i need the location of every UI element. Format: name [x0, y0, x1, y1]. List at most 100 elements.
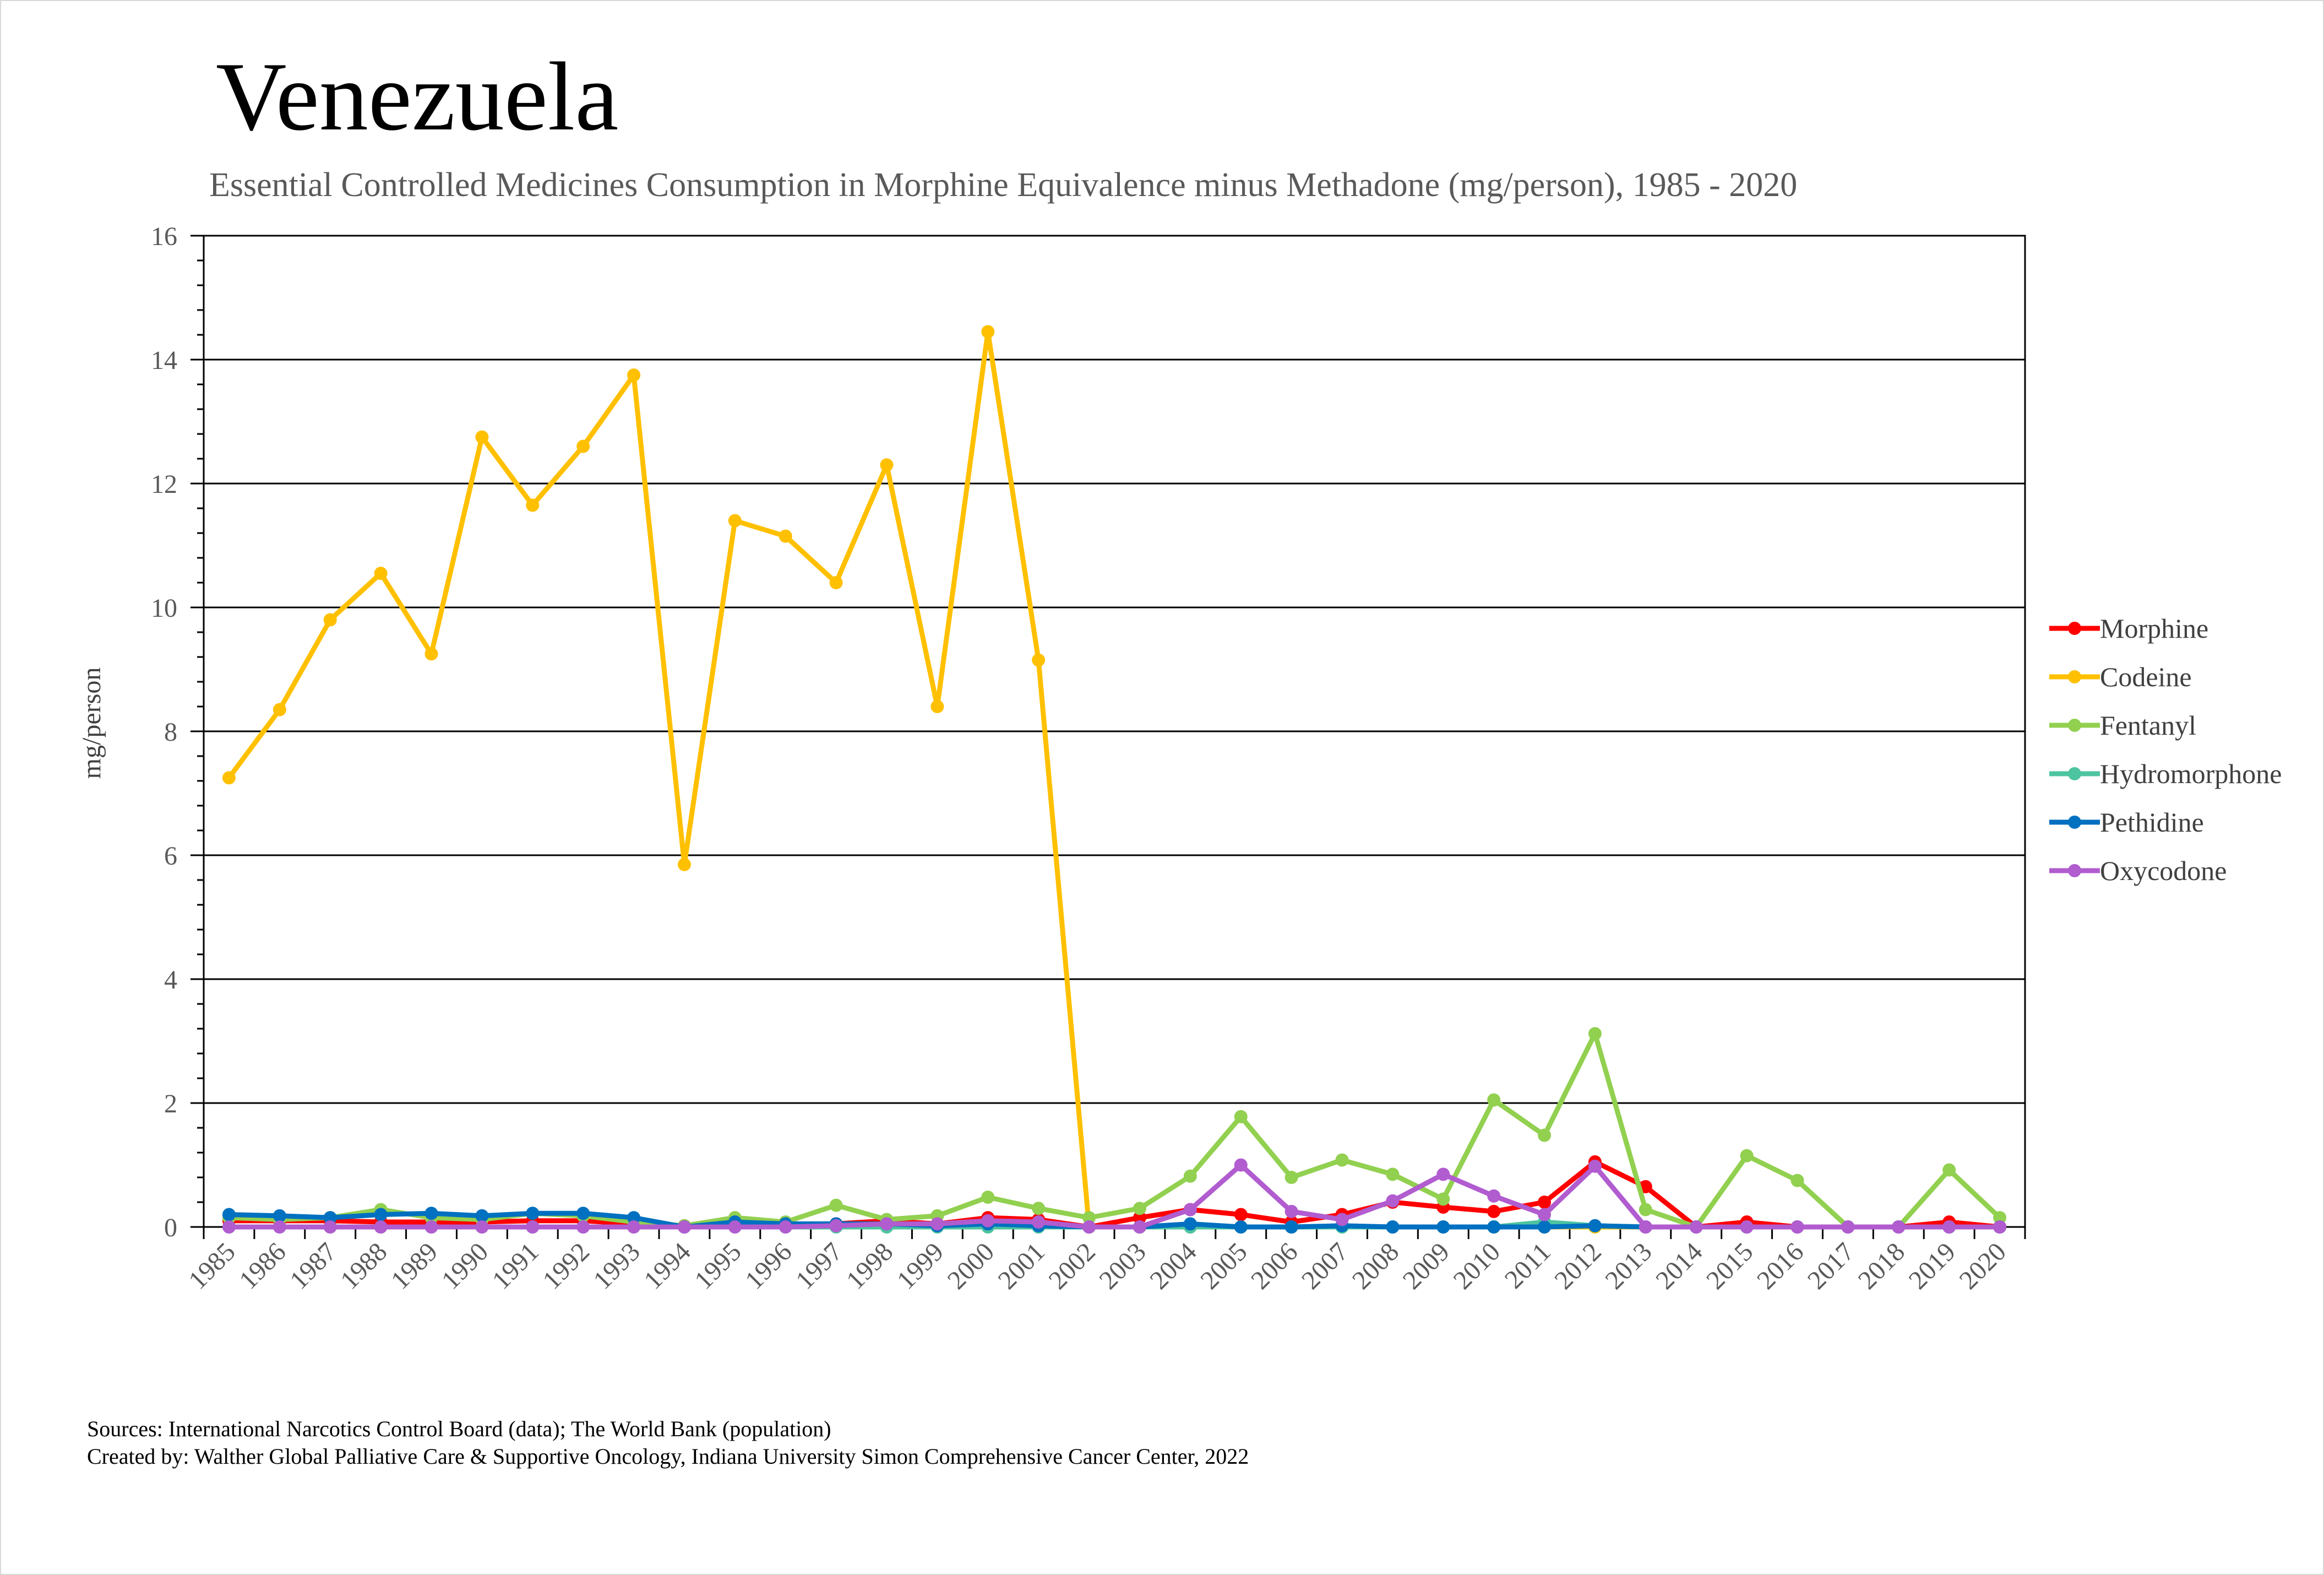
- pethidine-point: [424, 1207, 438, 1220]
- fentanyl-point: [1538, 1128, 1552, 1142]
- x-tick-label: 1992: [537, 1237, 595, 1295]
- x-tick-label: 2005: [1195, 1237, 1253, 1295]
- pethidine-point: [1538, 1220, 1552, 1234]
- x-tick-label: 2011: [1499, 1237, 1556, 1294]
- oxycodone-point: [829, 1219, 843, 1232]
- legend-label: Fentanyl: [2100, 710, 2196, 741]
- legend-marker: [2068, 864, 2081, 877]
- x-tick-label: 2018: [1853, 1237, 1911, 1295]
- oxycodone-point: [1032, 1215, 1046, 1229]
- fentanyl-point: [829, 1198, 843, 1212]
- chart-title: Venezuela: [216, 42, 618, 151]
- pethidine-point: [1183, 1217, 1197, 1231]
- x-tick-label: 1986: [233, 1237, 291, 1295]
- fentanyl-point: [1942, 1163, 1956, 1177]
- fentanyl-point: [1588, 1027, 1602, 1040]
- codeine-point: [1032, 653, 1046, 667]
- x-tick-label: 2013: [1599, 1237, 1657, 1295]
- codeine-point: [627, 368, 641, 382]
- created-by-note: Created by: Walther Global Palliative Ca…: [87, 1444, 1249, 1469]
- pethidine-point: [526, 1207, 540, 1220]
- morphine-point: [1234, 1208, 1248, 1221]
- codeine-point: [273, 703, 286, 716]
- legend-marker: [2068, 622, 2081, 635]
- x-tick-label: 1987: [284, 1237, 342, 1295]
- y-axis-label: mg/person: [77, 667, 106, 779]
- y-tick-label: 0: [164, 1213, 177, 1242]
- codeine-point: [576, 439, 590, 453]
- oxycodone-point: [1841, 1220, 1855, 1234]
- oxycodone-point: [1082, 1220, 1096, 1234]
- legend-label: Oxycodone: [2100, 855, 2227, 886]
- x-tick-label: 1994: [638, 1237, 696, 1295]
- pethidine-point: [576, 1207, 590, 1220]
- codeine-point: [323, 613, 337, 627]
- oxycodone-point: [1892, 1220, 1906, 1234]
- legend-item-codeine: Codeine: [2049, 661, 2192, 692]
- fentanyl-point: [1032, 1202, 1046, 1215]
- oxycodone-point: [1487, 1189, 1501, 1203]
- series-fentanyl: [222, 1027, 2007, 1234]
- oxycodone-point: [1234, 1158, 1248, 1172]
- codeine-line: [227, 329, 2000, 1230]
- oxycodone-point: [1538, 1208, 1552, 1221]
- oxycodone-point: [1386, 1194, 1400, 1208]
- x-tick-label: 2016: [1751, 1237, 1809, 1295]
- x-tick-label: 1985: [183, 1237, 241, 1295]
- fentanyl-point: [1285, 1171, 1298, 1184]
- oxycodone-point: [323, 1220, 337, 1234]
- pethidine-point: [374, 1208, 388, 1221]
- fentanyl-point: [1639, 1203, 1652, 1216]
- series-oxycodone: [222, 1158, 2007, 1234]
- legend-marker: [2068, 816, 2081, 829]
- x-tick-label: 1993: [587, 1237, 645, 1295]
- oxycodone-point: [1133, 1220, 1146, 1234]
- fentanyl-point: [1993, 1211, 2007, 1225]
- fentanyl-point: [1082, 1211, 1096, 1225]
- x-tick-label: 1998: [841, 1237, 899, 1295]
- pethidine-point: [273, 1209, 286, 1223]
- oxycodone-point: [677, 1220, 691, 1234]
- oxycodone-point: [374, 1220, 388, 1234]
- x-tick-label: 2009: [1397, 1237, 1455, 1295]
- legend-item-oxycodone: Oxycodone: [2049, 855, 2227, 886]
- x-tick-label: 2007: [1296, 1237, 1354, 1295]
- oxycodone-point: [1285, 1204, 1298, 1218]
- x-tick-label: 2003: [1093, 1237, 1151, 1295]
- fentanyl-line: [228, 1031, 2002, 1230]
- pethidine-point: [1285, 1220, 1298, 1234]
- legend-item-pethidine: Pethidine: [2049, 807, 2204, 838]
- pethidine-point: [1487, 1220, 1501, 1234]
- oxycodone-point: [779, 1220, 792, 1234]
- x-tick-label: 1991: [487, 1237, 545, 1295]
- gridlines: [203, 235, 2026, 1228]
- fentanyl-point: [1183, 1169, 1197, 1183]
- x-tick-label: 1997: [790, 1237, 848, 1295]
- x-tick-label: 2008: [1347, 1237, 1405, 1295]
- fentanyl-point: [1335, 1153, 1349, 1167]
- oxycodone-point: [728, 1220, 742, 1234]
- fentanyl-point: [1740, 1149, 1754, 1163]
- fentanyl-point: [1436, 1192, 1450, 1206]
- oxycodone-point: [424, 1220, 438, 1234]
- legend-item-fentanyl: Fentanyl: [2049, 710, 2196, 741]
- y-tick-label: 10: [151, 594, 177, 623]
- x-tick-label: 2010: [1448, 1237, 1506, 1295]
- y-tick-label: 16: [151, 222, 177, 251]
- pethidine-point: [475, 1209, 489, 1223]
- oxycodone-point: [1588, 1159, 1602, 1173]
- codeine-point: [374, 567, 388, 580]
- fentanyl-point: [1386, 1167, 1400, 1181]
- morphine-point: [1487, 1204, 1501, 1218]
- x-tick-label: 2006: [1245, 1237, 1303, 1295]
- legend-label: Hydromorphone: [2100, 758, 2282, 789]
- pethidine-point: [1386, 1220, 1400, 1234]
- oxycodone-point: [1639, 1220, 1652, 1234]
- oxycodone-point: [1993, 1220, 2007, 1234]
- oxycodone-point: [1689, 1220, 1703, 1234]
- oxycodone-point: [1942, 1220, 1956, 1234]
- codeine-point: [829, 576, 843, 589]
- x-tick-label: 2001: [993, 1237, 1051, 1295]
- legend-marker: [2068, 719, 2081, 732]
